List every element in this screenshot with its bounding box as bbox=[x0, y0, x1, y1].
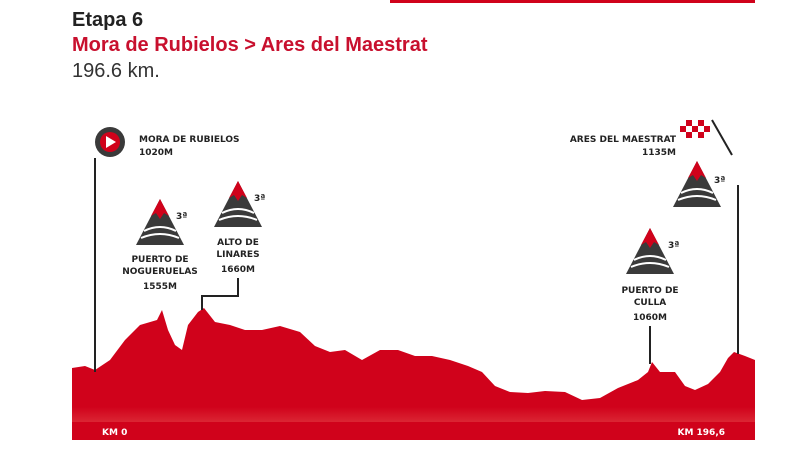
top-rule bbox=[390, 0, 755, 3]
km-bar bbox=[72, 422, 755, 440]
stage-distance: 196.6 km. bbox=[72, 60, 160, 82]
climb-elevation: 1060M bbox=[633, 313, 667, 323]
climb-category: 3ª bbox=[176, 212, 187, 222]
climb-name-line1: PUERTO DE bbox=[131, 255, 188, 265]
km-start-label: KM 0 bbox=[102, 428, 127, 438]
mountain-icon bbox=[625, 227, 675, 275]
climb-category: 3ª bbox=[254, 194, 265, 204]
mountain-icon bbox=[213, 180, 263, 228]
stage-route: Mora de Rubielos > Ares del Maestrat bbox=[72, 34, 428, 56]
profile-area bbox=[72, 308, 755, 440]
climb-elevation: 1555M bbox=[143, 282, 177, 292]
start-elevation: 1020M bbox=[139, 148, 173, 158]
climb-elevation: 1660M bbox=[221, 265, 255, 275]
mountain-icon bbox=[135, 198, 185, 246]
finish-name: ARES DEL MAESTRAT bbox=[570, 135, 677, 145]
start-name: MORA DE RUBIELOS bbox=[139, 135, 240, 145]
finish-elevation: 1135M bbox=[642, 148, 676, 158]
checkered-flag-icon bbox=[680, 120, 710, 138]
km-end-label: KM 196,6 bbox=[677, 428, 725, 438]
finish-flag-pole bbox=[711, 119, 733, 156]
stage-title: Etapa 6 bbox=[72, 9, 144, 31]
climb-name-line2: NOGUERUELAS bbox=[122, 267, 198, 277]
play-icon bbox=[95, 127, 125, 157]
climb-leader-line bbox=[201, 278, 239, 310]
stage-header: Etapa 6 Mora de Rubielos > Ares del Maes… bbox=[72, 8, 427, 84]
climb-name-line1: ALTO DE bbox=[217, 238, 259, 248]
climb-category: 3ª bbox=[714, 176, 725, 186]
climb-name-line1: PUERTO DE bbox=[621, 286, 678, 296]
climb-name-line2: CULLA bbox=[634, 298, 666, 308]
climb-name-line2: LINARES bbox=[216, 250, 259, 260]
climb-category: 3ª bbox=[668, 241, 679, 251]
